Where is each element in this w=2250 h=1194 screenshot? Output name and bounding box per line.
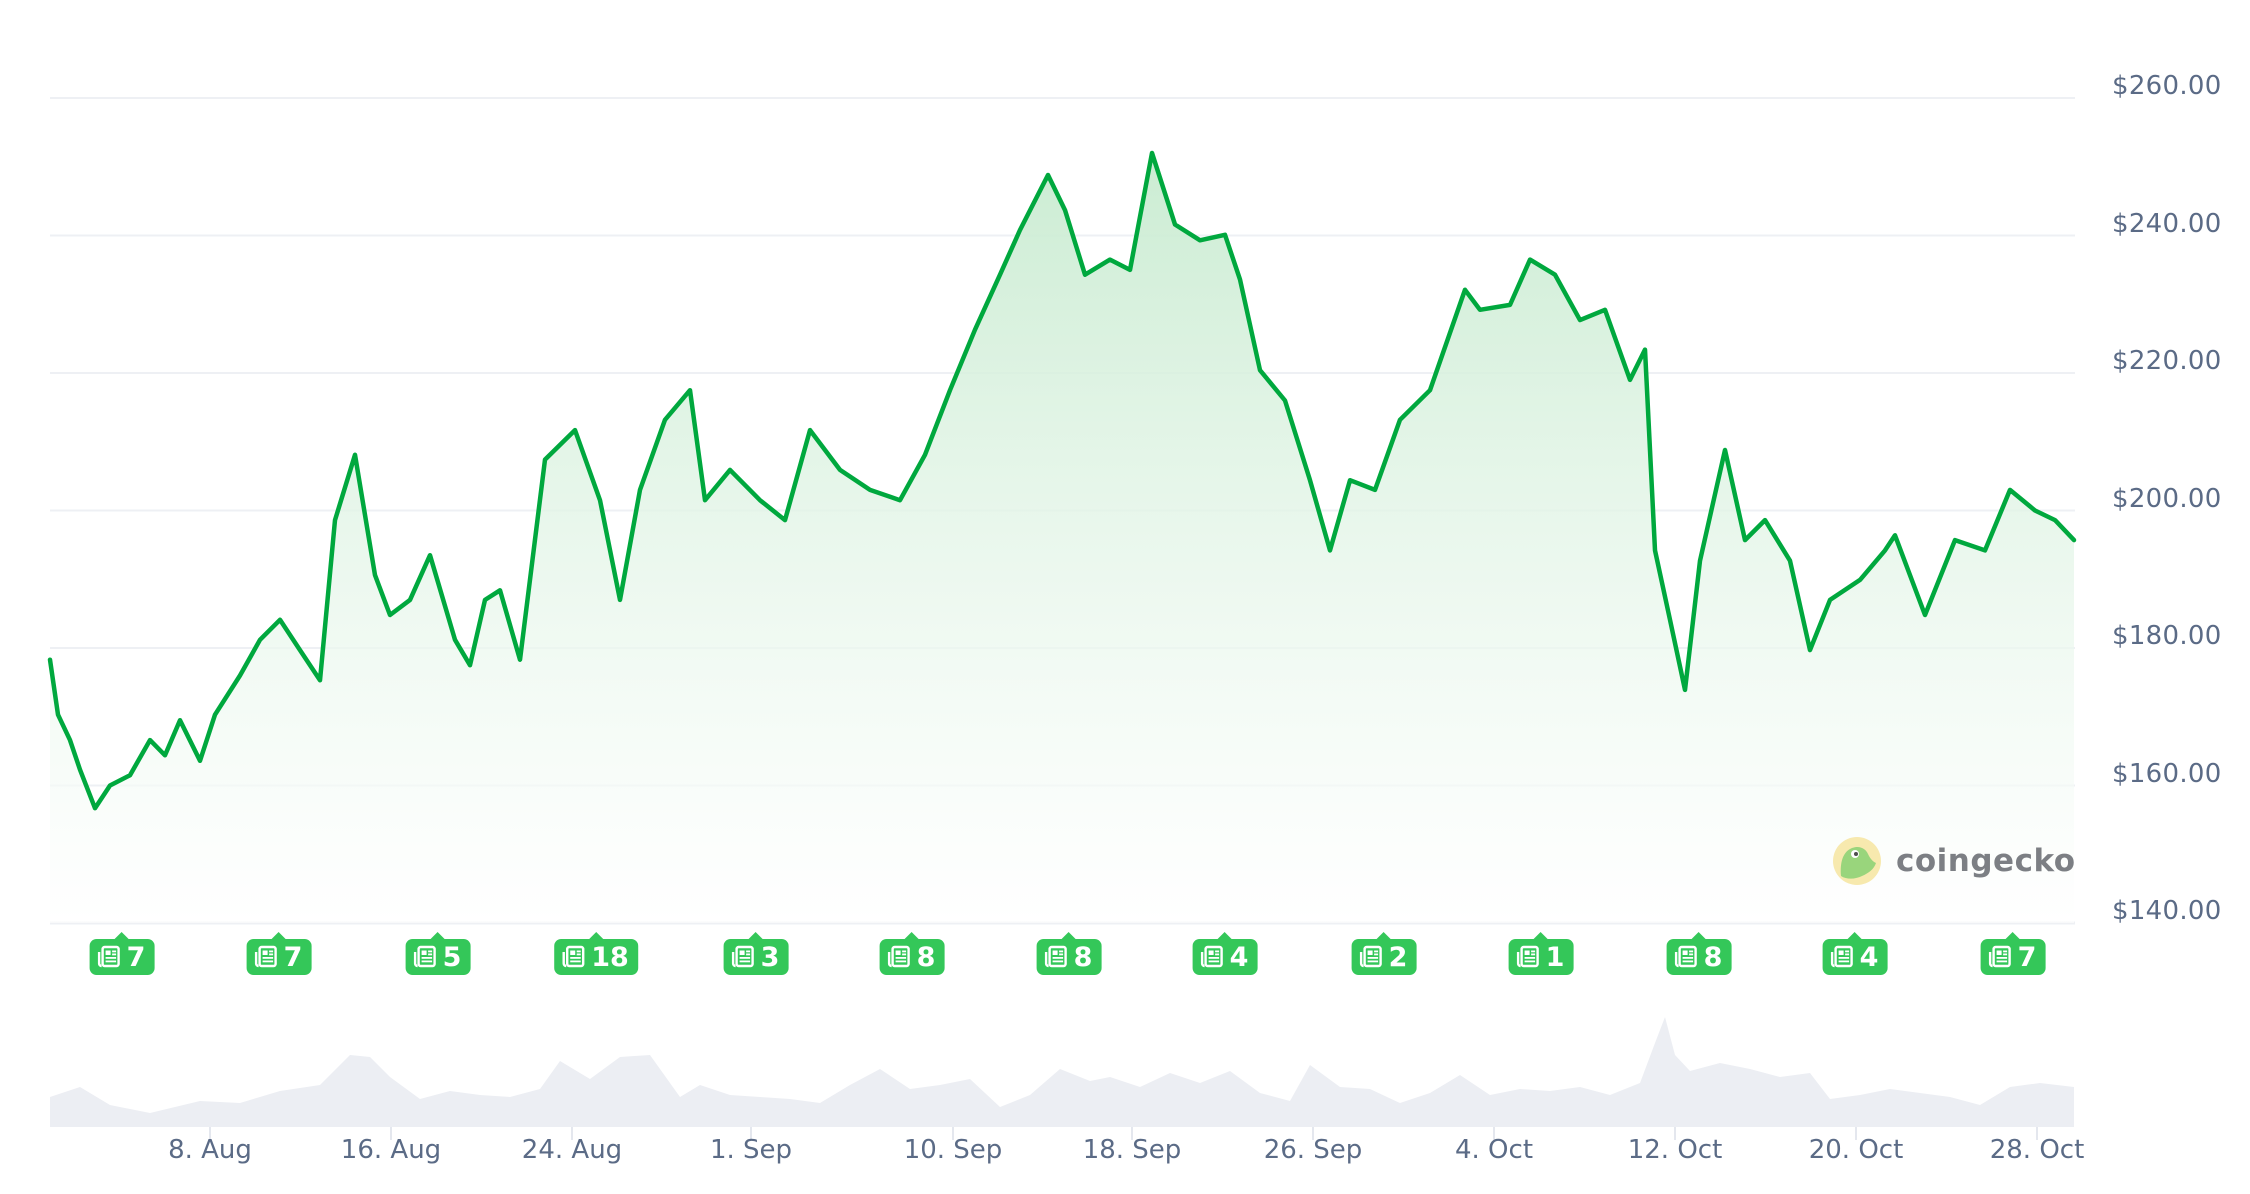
news-badge[interactable]: 8 (1036, 932, 1102, 975)
watermark-text: coingecko (1896, 843, 2076, 879)
news-badge[interactable]: 7 (89, 932, 155, 975)
newspaper-icon (1044, 945, 1067, 968)
news-badge[interactable]: 3 (723, 932, 789, 975)
x-axis-label: 10. Sep (903, 1135, 1003, 1165)
news-badge[interactable]: 7 (246, 932, 312, 975)
news-count: 8 (1073, 941, 1093, 973)
x-axis-label: 16. Aug (340, 1135, 442, 1165)
price-area-fill (50, 153, 2074, 923)
y-axis-label: $140.00 (2112, 896, 2222, 926)
news-count: 1 (1545, 941, 1565, 973)
x-axis-label: 26. Sep (1263, 1135, 1363, 1165)
volume-area-shape (50, 1017, 2074, 1127)
news-badge[interactable]: 2 (1351, 932, 1417, 975)
news-count: 4 (1859, 941, 1879, 973)
coingecko-gecko-logo-icon (1833, 837, 1881, 885)
news-count: 8 (1703, 941, 1723, 973)
x-axis-label: 1. Sep (709, 1135, 793, 1165)
y-axis-label: $180.00 (2112, 621, 2222, 651)
y-axis-label: $240.00 (2112, 208, 2222, 239)
news-count: 7 (2017, 941, 2037, 973)
news-badge[interactable]: 1 (1508, 932, 1574, 975)
newspaper-icon (731, 945, 754, 968)
price-line[interactable] (47, 150, 2077, 811)
x-axis-label: 24. Aug (521, 1135, 623, 1165)
x-axis-label: 12. Oct (1627, 1135, 1723, 1165)
newspaper-icon (1359, 945, 1382, 968)
y-axis-label: $260.00 (2112, 71, 2222, 101)
news-count: 2 (1388, 941, 1408, 973)
newspaper-icon (1988, 945, 2011, 968)
newspaper-icon (413, 945, 436, 968)
news-count: 3 (760, 941, 780, 973)
newspaper-icon (887, 945, 910, 968)
y-axis-label: $160.00 (2112, 758, 2222, 789)
newspaper-icon (1830, 945, 1853, 968)
newspaper-icon (254, 945, 277, 968)
news-count: 18 (591, 941, 629, 973)
news-badge[interactable]: 4 (1822, 932, 1888, 975)
newspaper-icon (1516, 945, 1539, 968)
x-tick-marks (209, 1127, 2038, 1140)
news-count: 7 (283, 941, 303, 973)
news-badge[interactable]: 18 (554, 932, 638, 975)
news-badge[interactable]: 4 (1192, 932, 1258, 975)
newspaper-icon (562, 945, 585, 968)
x-axis-label: 8. Aug (168, 1135, 252, 1165)
volume-area (50, 1017, 2074, 1127)
newspaper-icon (1200, 945, 1223, 968)
x-axis-label: 28. Oct (1989, 1135, 2085, 1165)
news-badge[interactable]: 5 (405, 932, 471, 975)
newspaper-icon (97, 945, 120, 968)
news-badge[interactable]: 8 (879, 932, 945, 975)
news-badge[interactable]: 7 (1980, 932, 2046, 975)
news-count: 5 (442, 941, 462, 973)
y-axis-label: $220.00 (2112, 346, 2222, 376)
x-axis-label: 4. Oct (1454, 1135, 1534, 1165)
coingecko-watermark: coingecko (1832, 836, 2076, 886)
news-count: 4 (1229, 941, 1249, 973)
y-axis-label: $200.00 (2112, 483, 2222, 514)
x-axis-label: 18. Sep (1082, 1135, 1182, 1165)
news-count: 7 (126, 941, 146, 973)
x-axis-label: 20. Oct (1808, 1135, 1904, 1165)
newspaper-icon (1674, 945, 1697, 968)
news-badge[interactable]: 8 (1666, 932, 1732, 975)
news-count: 8 (916, 941, 936, 973)
